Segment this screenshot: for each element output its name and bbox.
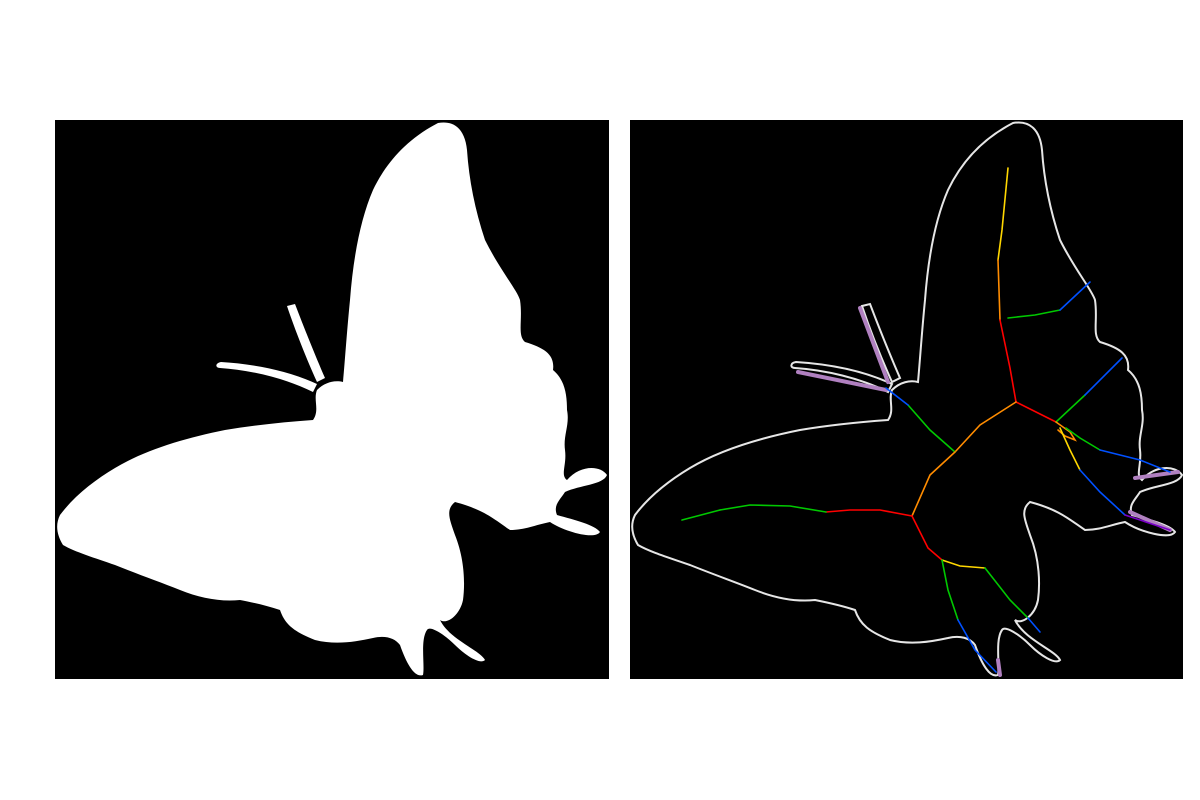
skeleton-lines: [681, 167, 1171, 673]
silhouette-image: [55, 120, 609, 679]
contour-outline: [631, 121, 1183, 677]
silhouette-panel: [55, 120, 609, 679]
butterfly-silhouette: [57, 122, 608, 676]
skeleton-image: [630, 120, 1183, 679]
skeleton-panel: [630, 120, 1183, 679]
antenna-tips: [796, 306, 1180, 677]
